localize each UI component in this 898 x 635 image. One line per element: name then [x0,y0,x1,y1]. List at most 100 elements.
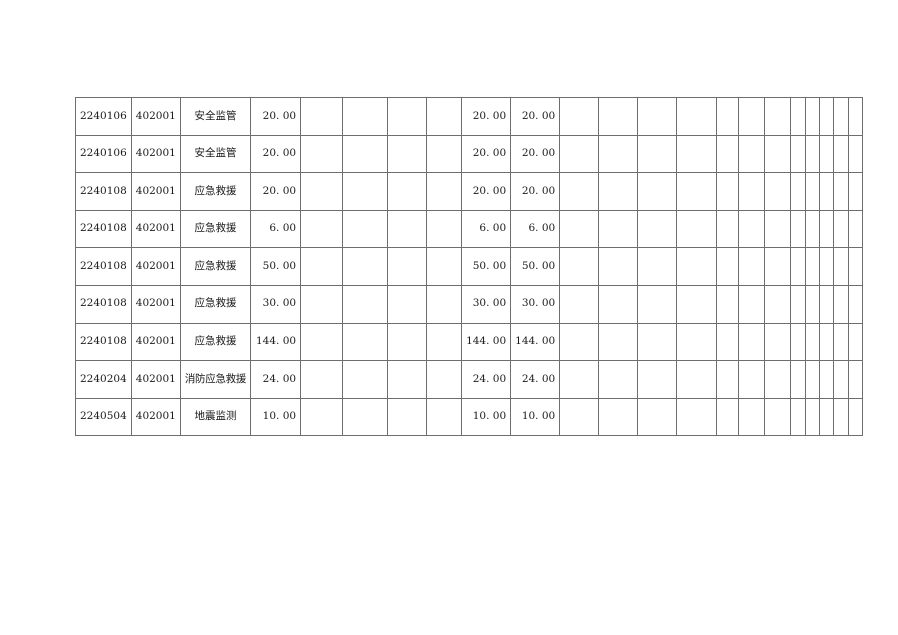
cell-blank [598,97,639,136]
cell-functional-code: 2240108 [75,322,132,362]
cell-blank [764,247,792,286]
cell-blank [848,172,864,211]
cell-total-amount: 20. 00 [250,172,302,211]
cell-blank [764,397,792,437]
cell-blank [598,172,639,211]
cell-blank [676,397,718,437]
cell-blank [805,172,821,211]
cell-blank [598,360,639,399]
cell-blank [790,360,807,399]
cell-blank [300,322,344,362]
cell-blank [637,97,678,136]
cell-detail-amount: 20. 00 [510,97,561,136]
cell-blank [342,172,389,211]
cell-blank [848,360,864,399]
cell-detail-amount: 144. 00 [510,322,561,362]
cell-blank [833,209,850,249]
cell-blank [637,397,678,437]
cell-item-name: 消防应急救援 [179,360,252,399]
cell-blank [559,322,600,362]
cell-blank [738,397,766,437]
cell-blank [790,247,807,286]
cell-economic-code: 402001 [130,322,181,362]
cell-blank [559,172,600,211]
cell-economic-code: 402001 [130,247,181,286]
cell-detail-amount: 20. 00 [510,172,561,211]
cell-blank [805,284,821,324]
cell-detail-amount: 30. 00 [510,284,561,324]
cell-blank [764,172,792,211]
cell-blank [598,209,639,249]
cell-subtotal-amount: 50. 00 [461,247,512,286]
table-row: 2240108 402001 应急救援 50. 00 50. 00 50. 00 [75,247,864,286]
cell-blank [637,360,678,399]
cell-blank [716,209,740,249]
cell-blank [676,172,718,211]
cell-blank [764,209,792,249]
cell-subtotal-amount: 6. 00 [461,209,512,249]
cell-blank [819,284,835,324]
cell-blank [676,97,718,136]
cell-subtotal-amount: 10. 00 [461,397,512,437]
cell-blank [598,284,639,324]
cell-blank [426,322,463,362]
cell-blank [848,397,864,437]
cell-blank [790,397,807,437]
cell-blank [833,134,850,174]
cell-detail-amount: 20. 00 [510,134,561,174]
cell-functional-code: 2240106 [75,134,132,174]
cell-blank [790,209,807,249]
cell-detail-amount: 50. 00 [510,247,561,286]
cell-subtotal-amount: 30. 00 [461,284,512,324]
cell-blank [387,97,428,136]
cell-blank [676,322,718,362]
cell-blank [833,360,850,399]
cell-blank [805,134,821,174]
cell-blank [819,247,835,286]
cell-functional-code: 2240108 [75,284,132,324]
cell-blank [819,134,835,174]
cell-blank [716,97,740,136]
cell-blank [637,209,678,249]
cell-blank [819,97,835,136]
cell-blank [790,284,807,324]
cell-blank [819,209,835,249]
cell-item-name: 地震监测 [179,397,252,437]
cell-subtotal-amount: 20. 00 [461,134,512,174]
cell-blank [342,284,389,324]
cell-total-amount: 20. 00 [250,97,302,136]
cell-blank [387,360,428,399]
table-row: 2240106 402001 安全监管 20. 00 20. 00 20. 00 [75,134,864,174]
cell-total-amount: 10. 00 [250,397,302,437]
table-row: 2240504 402001 地震监测 10. 00 10. 00 10. 00 [75,397,864,437]
cell-blank [426,397,463,437]
cell-blank [805,209,821,249]
cell-blank [764,322,792,362]
cell-blank [598,247,639,286]
cell-blank [833,322,850,362]
cell-blank [598,397,639,437]
cell-blank [716,360,740,399]
cell-subtotal-amount: 24. 00 [461,360,512,399]
cell-blank [833,284,850,324]
cell-subtotal-amount: 144. 00 [461,322,512,362]
cell-total-amount: 50. 00 [250,247,302,286]
cell-blank [790,172,807,211]
cell-blank [819,322,835,362]
cell-blank [426,134,463,174]
cell-blank [848,209,864,249]
cell-blank [559,97,600,136]
cell-blank [300,134,344,174]
cell-blank [848,97,864,136]
cell-blank [426,360,463,399]
cell-blank [559,209,600,249]
cell-functional-code: 2240504 [75,397,132,437]
cell-blank [342,209,389,249]
cell-item-name: 应急救援 [179,322,252,362]
cell-blank [300,360,344,399]
cell-blank [716,172,740,211]
cell-blank [738,97,766,136]
cell-blank [426,284,463,324]
cell-functional-code: 2240108 [75,209,132,249]
cell-blank [819,397,835,437]
